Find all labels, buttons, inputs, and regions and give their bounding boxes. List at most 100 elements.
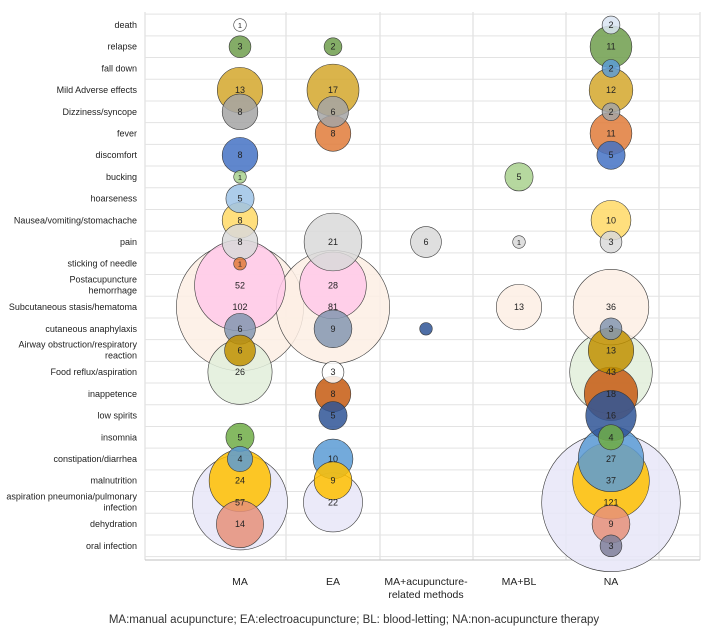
bubble-value-label: 26 (235, 367, 245, 377)
bubble (601, 15, 621, 35)
bubble-value-label: 8 (330, 129, 335, 139)
bubble-value-label: 8 (237, 107, 242, 117)
bubble-value-label: 24 (235, 476, 245, 486)
bubble (495, 284, 543, 331)
bubble (227, 446, 253, 472)
y-tick-label: aspiration pneumonia/pulmonary infection (6, 491, 137, 512)
bubble-value-label: 2 (608, 107, 613, 117)
y-tick-label: discomfort (95, 150, 137, 160)
bubble (225, 184, 255, 213)
bubble (599, 534, 623, 558)
bubble-value-label: 6 (423, 237, 428, 247)
y-tick-label: sticking of needle (67, 259, 137, 269)
bubble (317, 96, 349, 128)
bubble (601, 59, 621, 78)
y-tick-label: Dizziness/syncope (62, 107, 137, 117)
bubble-value-label: 6 (237, 346, 242, 356)
bubble (233, 257, 247, 271)
bubble-value-label: 2 (608, 20, 613, 30)
bubble-value-label: 6 (237, 324, 242, 334)
bubble-value-label: 81 (328, 302, 338, 312)
bubble-value-label: 1 (238, 260, 242, 269)
bubble-value-label: 4 (237, 454, 242, 464)
bubble (504, 162, 534, 192)
bubble (303, 212, 363, 272)
bubble-value-label: 5 (330, 411, 335, 421)
bubble (419, 322, 433, 336)
bubble-value-label: 5 (237, 194, 242, 204)
bubble-value-label: 37 (606, 476, 616, 486)
bubble-value-label: 5 (516, 172, 521, 182)
bubble (233, 170, 247, 184)
bubble-value-label: 14 (235, 519, 245, 529)
chart-caption: MA:manual acupuncture; EA:electroacupunc… (108, 614, 600, 626)
y-tick-label: Food reflux/aspiration (50, 367, 137, 377)
bubble (216, 500, 264, 548)
bubble-value-label: 8 (330, 389, 335, 399)
bubble (228, 35, 252, 58)
bubble-value-label: 27 (606, 454, 616, 464)
bubble-value-label: 10 (606, 215, 616, 225)
bubble-value-label: 9 (330, 324, 335, 334)
bubble-value-label: 1 (517, 238, 521, 247)
bubble-value-label: 5 (608, 150, 613, 160)
bubble-value-label: 3 (237, 42, 242, 52)
bubble-value-label: 18 (606, 389, 616, 399)
y-tick-label: fever (117, 129, 137, 139)
bubble-value-label: 8 (237, 215, 242, 225)
y-tick-label: pain (120, 237, 137, 247)
bubble-value-label: 11 (606, 129, 615, 139)
y-tick-label: inappetence (88, 389, 137, 399)
bubble-value-label: 17 (328, 85, 338, 95)
bubble (512, 235, 526, 249)
bubble-value-label: 22 (328, 497, 338, 507)
y-tick-label: bucking (106, 172, 137, 182)
bubble-value-label: 2 (608, 63, 613, 73)
bubble-value-label: 36 (606, 302, 616, 312)
bubble-value-label: 10 (328, 454, 338, 464)
bubble-value-label: 3 (608, 324, 613, 334)
bubble-value-label: 3 (608, 237, 613, 247)
bubble-value-label: 43 (606, 367, 616, 377)
x-tick-label: MA+acupuncture-related methods (384, 576, 468, 601)
bubble (599, 230, 623, 254)
bubble (318, 401, 348, 430)
bubble-value-label: 11 (606, 42, 615, 52)
y-tick-label: Subcutaneous stasis/hematoma (9, 302, 137, 312)
bubble-value-label: 121 (603, 497, 618, 507)
bubble (601, 102, 621, 122)
bubble-value-label: 8 (237, 150, 242, 160)
bubble-value-label: 6 (330, 107, 335, 117)
bubble (313, 461, 353, 500)
bubble-value-label: 52 (235, 280, 245, 290)
bubble-value-label: 21 (328, 237, 338, 247)
bubble-value-label: 57 (235, 497, 245, 507)
y-tick-label: hoarseness (90, 194, 137, 204)
x-tick-label: MA+BL (502, 576, 537, 588)
bubble-value-label: 3 (330, 367, 335, 377)
bubble-value-label: 4 (608, 432, 613, 442)
y-tick-label: low spirits (97, 411, 137, 421)
x-tick-label: NA (604, 576, 619, 588)
bubble-value-label: 5 (237, 432, 242, 442)
y-tick-label: relapse (107, 42, 137, 52)
bubble (323, 37, 343, 56)
y-tick-label: malnutrition (90, 476, 137, 486)
bubble (224, 334, 256, 367)
bubble-value-label: 2 (330, 42, 335, 52)
bubble-value-label: 13 (235, 85, 245, 95)
bubble-value-label: 1 (238, 21, 242, 30)
bubble (321, 360, 345, 384)
bubble-value-label: 9 (330, 476, 335, 486)
y-tick-label: oral infection (86, 541, 137, 551)
y-tick-label: Nausea/vomiting/stomachache (14, 215, 137, 225)
bubble-value-label: 28 (328, 280, 338, 290)
x-tick-label: EA (326, 576, 340, 588)
bubble (410, 226, 442, 258)
bubble (313, 309, 353, 348)
bubble (221, 93, 259, 130)
y-tick-label: constipation/diarrhea (53, 454, 137, 464)
x-tick-label: MA (232, 576, 248, 588)
y-tick-label: fall down (101, 63, 137, 73)
